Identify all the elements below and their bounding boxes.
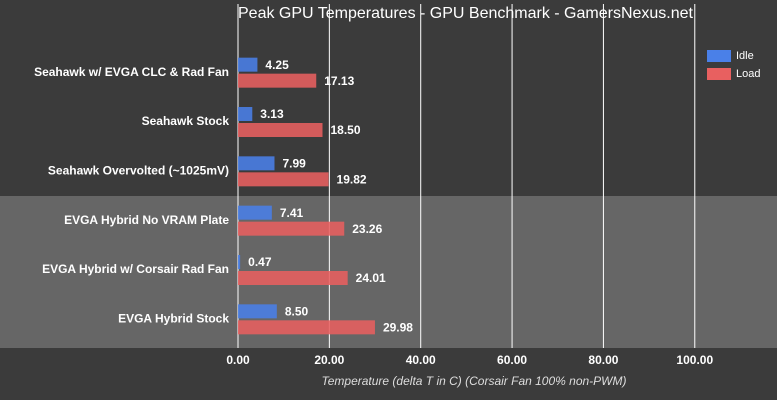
x-tick-label: 20.00: [314, 353, 344, 367]
data-label: 0.47: [248, 255, 272, 269]
chart-title: Peak GPU Temperatures - GPU Benchmark - …: [238, 5, 694, 22]
bar: [238, 156, 275, 171]
data-label: 4.25: [265, 58, 289, 72]
data-label: 8.50: [285, 305, 309, 319]
category-label: Seahawk Overvolted (~1025mV): [48, 164, 229, 178]
data-label: 17.13: [324, 74, 354, 88]
highlight-band: [0, 196, 777, 348]
category-label: Seahawk Stock: [142, 114, 230, 128]
data-label: 7.41: [280, 206, 304, 220]
category-label: EVGA Hybrid w/ Corsair Rad Fan: [42, 262, 229, 276]
data-label: 29.98: [383, 321, 413, 335]
data-label: 7.99: [282, 157, 306, 171]
bar: [238, 172, 329, 187]
x-tick-label: 80.00: [588, 353, 618, 367]
data-label: 23.26: [352, 222, 382, 236]
category-label: EVGA Hybrid Stock: [118, 312, 229, 326]
x-tick-label: 100.00: [676, 353, 713, 367]
bar: [238, 123, 323, 137]
x-tick-label: 0.00: [226, 353, 250, 367]
x-axis-label: Temperature (delta T in C) (Corsair Fan …: [322, 374, 627, 388]
legend-swatch: [707, 50, 731, 62]
legend-swatch: [707, 68, 731, 80]
bar: [238, 221, 345, 236]
bar: [238, 57, 258, 72]
bar: [238, 255, 241, 269]
legend-label: Load: [736, 68, 760, 80]
data-label: 3.13: [260, 107, 284, 121]
bar: [238, 320, 375, 335]
data-label: 24.01: [356, 271, 386, 285]
bar: [238, 73, 317, 88]
data-label: 19.82: [337, 173, 367, 187]
category-label: EVGA Hybrid No VRAM Plate: [64, 213, 229, 227]
x-tick-label: 40.00: [406, 353, 436, 367]
legend-label: Idle: [736, 50, 754, 62]
bar: [238, 107, 253, 121]
bar: [238, 304, 277, 319]
data-label: 18.50: [331, 123, 361, 137]
bar: [238, 205, 272, 220]
category-label: Seahawk w/ EVGA CLC & Rad Fan: [34, 65, 229, 79]
x-tick-label: 60.00: [497, 353, 527, 367]
bar: [238, 271, 348, 285]
